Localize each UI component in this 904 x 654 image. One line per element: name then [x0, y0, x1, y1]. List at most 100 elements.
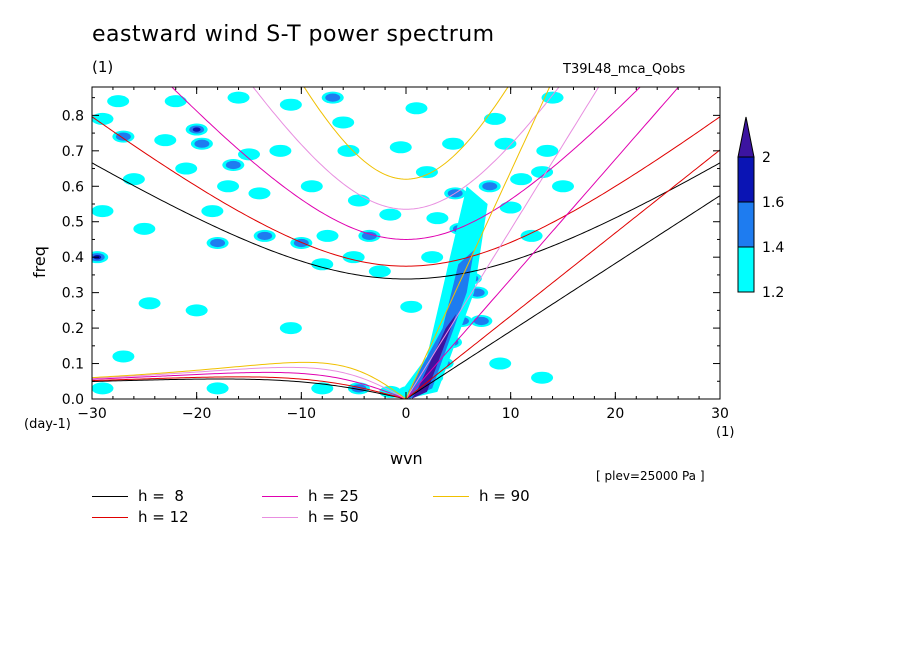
y-tick-label: 0.1 — [62, 357, 84, 373]
colorbar-label: 2 — [762, 150, 771, 166]
power-contour-21 — [279, 98, 302, 111]
power-contour-18 — [248, 187, 271, 200]
power-contour-11 — [190, 137, 213, 150]
power-contour-50 — [520, 229, 543, 242]
power-contour-67 — [185, 304, 208, 317]
dispersion-h-12 — [92, 116, 720, 399]
y-tick-label: 0.6 — [62, 179, 84, 195]
legend-swatch — [92, 517, 128, 518]
chart-subtitle-left: (1) — [92, 58, 114, 76]
power-contour-57 — [206, 382, 229, 395]
power-contours — [92, 91, 574, 399]
power-contour-45 — [478, 180, 501, 193]
power-contour-6 — [138, 297, 161, 310]
power-contour-12 — [201, 205, 224, 218]
chart-subtitle-right: T39L48_mca_Qobs — [563, 62, 686, 77]
power-contour-19 — [253, 229, 276, 242]
y-tick-label: 0.3 — [62, 286, 84, 302]
power-contour-44 — [470, 315, 493, 327]
power-contour-71 — [400, 300, 423, 313]
x-tick-label: −10 — [287, 406, 317, 422]
power-contour-52 — [536, 144, 559, 157]
power-contour-7 — [154, 134, 177, 147]
y-tick-label: 0.4 — [62, 250, 84, 266]
dispersion-curves — [92, 87, 720, 399]
power-contour-20 — [269, 144, 292, 157]
x-axis-unit: (1) — [716, 425, 735, 440]
power-contour-66 — [279, 322, 302, 335]
y-tick-label: 0.5 — [62, 215, 84, 231]
power-contour-65 — [107, 95, 130, 108]
x-tick-label: −30 — [77, 406, 107, 422]
power-contour-16 — [238, 148, 260, 161]
power-contour-46 — [483, 112, 506, 125]
power-contour-28 — [321, 91, 344, 104]
power-contour-34 — [389, 141, 412, 154]
legend-label: h = 12 — [138, 508, 189, 526]
power-contour-49 — [510, 173, 533, 186]
power-contour-36 — [415, 166, 438, 179]
dispersion-h-90 — [92, 87, 551, 399]
x-axis-label: wvn — [390, 449, 423, 468]
x-tick-label: 20 — [606, 406, 624, 422]
power-contour-3 — [112, 130, 135, 143]
power-contour-30 — [342, 251, 365, 264]
y-axis-unit: (day-1) — [24, 417, 71, 432]
power-contour-31 — [358, 229, 381, 242]
colorbar-band — [737, 156, 755, 203]
power-contour-69 — [489, 357, 512, 370]
power-contour-13 — [206, 237, 229, 249]
power-contour-4 — [122, 173, 145, 186]
power-contour-15 — [227, 91, 250, 104]
x-tick-label: 0 — [402, 406, 411, 422]
colorbar-label: 1.4 — [762, 240, 784, 256]
y-tick-label: 0.8 — [62, 108, 84, 124]
power-contour-24 — [311, 258, 334, 271]
legend-swatch — [262, 496, 298, 497]
legend-swatch — [92, 496, 128, 497]
power-contour-10 — [185, 123, 208, 136]
y-tick-label: 0.0 — [62, 392, 84, 408]
power-contour-17 — [222, 159, 245, 171]
power-band-low — [400, 186, 488, 399]
power-contour-56 — [311, 382, 334, 395]
power-contour-23 — [300, 180, 323, 193]
power-contour-9 — [175, 162, 198, 175]
power-contour-38 — [442, 137, 465, 150]
legend-label: h = 25 — [308, 487, 359, 505]
colorbar-band — [737, 246, 755, 293]
chart-title: eastward wind S-T power spectrum — [92, 22, 495, 47]
power-contour-5 — [133, 222, 156, 235]
power-contour-48 — [499, 201, 522, 214]
colorbar-label: 1.6 — [762, 195, 784, 211]
x-tick-label: 30 — [711, 406, 729, 422]
x-tick-label: 10 — [502, 406, 520, 422]
power-contour-14 — [217, 180, 240, 193]
axis-ticks: −30 −20 −10 0 10 20 30 0.0 0.1 0.2 0.3 0.4 0.5 0.6 0.7… — [62, 87, 729, 422]
power-contour-35 — [405, 102, 428, 115]
power-contour-33 — [379, 208, 402, 221]
legend-label: h = 8 — [138, 487, 184, 505]
power-contour-72 — [421, 251, 444, 264]
colorbar: 1.2 1.4 1.6 2 — [737, 116, 784, 301]
power-contour-25 — [316, 229, 339, 242]
power-contour-53 — [541, 91, 564, 104]
power-contour-29 — [347, 194, 370, 207]
power-contour-27 — [337, 144, 360, 157]
colorbar-extend — [737, 116, 755, 158]
legend-swatch — [262, 517, 298, 518]
dispersion-h-50 — [92, 87, 600, 399]
dispersion-h-25 — [92, 87, 680, 399]
power-contour-32 — [368, 265, 391, 278]
x-tick-label: −20 — [182, 406, 212, 422]
power-contour-47 — [494, 137, 517, 150]
power-contour-70 — [531, 371, 554, 384]
power-contour-37 — [426, 212, 449, 225]
legend-label: h = 90 — [479, 487, 530, 505]
power-contour-68 — [112, 350, 135, 363]
legend-label: h = 50 — [308, 508, 359, 526]
y-tick-label: 0.2 — [62, 321, 84, 337]
dispersion-h-8 — [92, 162, 720, 399]
power-contour-0 — [92, 112, 114, 125]
